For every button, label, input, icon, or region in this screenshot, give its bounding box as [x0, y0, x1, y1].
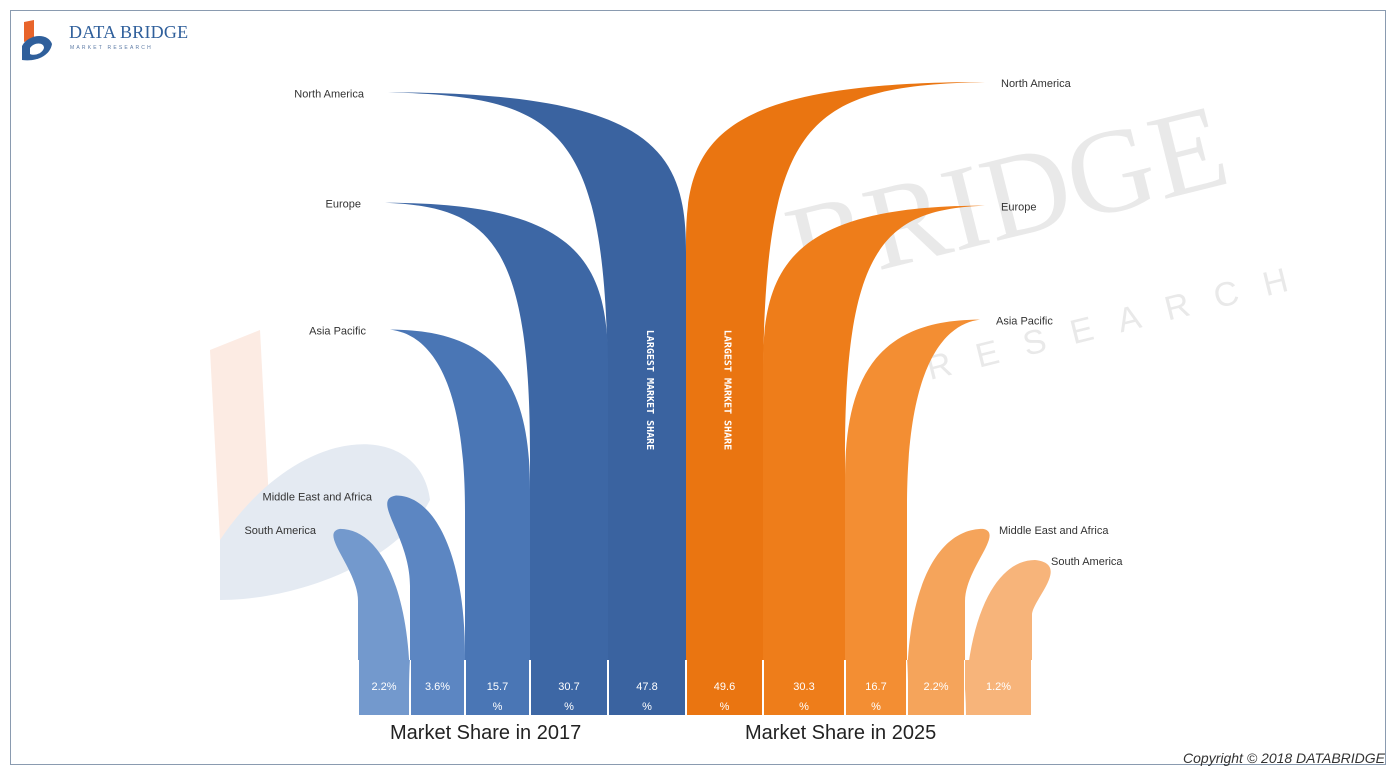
watermark-logo-curve [220, 444, 430, 600]
brand-logo: DATA BRIDGE MARKET RESEARCH [14, 16, 204, 66]
bar-2017-south-america [333, 528, 410, 689]
bar-annotation-2025: LARGEST MARKET SHARE [722, 330, 733, 450]
value-box-2025-middle-east-and-africa [908, 660, 964, 715]
bar-annotation-2017: LARGEST MARKET SHARE [644, 330, 655, 450]
category-label-2025-middle-east-and-africa: Middle East and Africa [999, 525, 1109, 537]
bar-2025-south-america [965, 560, 1051, 720]
bar-2017-north-america [388, 92, 686, 661]
brand-name: DATA BRIDGE [69, 22, 189, 42]
bar-2017-asia-pacific [390, 329, 530, 660]
bar-2025-europe [763, 205, 985, 660]
category-label-2025-north-america: North America [1001, 78, 1072, 90]
value-label-2025-north-america: 49.6% [714, 681, 735, 713]
value-label-2025-asia-pacific: 16.7% [865, 681, 886, 713]
category-label-2025-asia-pacific: Asia Pacific [996, 316, 1053, 328]
value-box-2025-south-america [966, 660, 1031, 715]
value-label-2025-middle-east-and-africa: 2.2% [923, 681, 948, 693]
category-label-2017-asia-pacific: Asia Pacific [309, 326, 366, 338]
value-box-2025-asia-pacific [846, 660, 906, 715]
value-box-2017-north-america [609, 660, 685, 715]
value-label-2017-north-america: 47.8% [636, 681, 657, 713]
bar-2025-north-america [686, 82, 985, 660]
value-label-2025-europe: 30.3% [793, 681, 814, 713]
caption-2017: Market Share in 2017 [390, 722, 582, 744]
value-box-2025-north-america [687, 660, 762, 715]
value-label-2025-south-america: 1.2% [986, 681, 1011, 693]
value-box-2017-south-america [359, 660, 409, 715]
value-box-2017-middle-east-and-africa [411, 660, 464, 715]
watermark-logo-shape [210, 330, 270, 540]
bar-2025-asia-pacific [845, 319, 980, 660]
brand-logo-icon [22, 20, 52, 61]
bar-2017-middle-east-and-africa [387, 495, 465, 660]
value-label-2017-europe: 30.7% [558, 681, 579, 713]
category-label-2017-south-america: South America [244, 525, 316, 537]
category-label-2025-south-america: South America [1051, 556, 1123, 568]
caption-2025: Market Share in 2025 [745, 722, 937, 744]
value-label-2017-south-america: 2.2% [371, 681, 396, 693]
bar-2017-europe [385, 202, 608, 660]
category-label-2017-middle-east-and-africa: Middle East and Africa [263, 492, 373, 504]
value-label-2017-asia-pacific: 15.7% [487, 681, 508, 713]
brand-tagline: MARKET RESEARCH [70, 45, 153, 51]
watermark-text-sub: RESEARCH [923, 255, 1317, 388]
copyright-text: Copyright © 2018 DATABRIDGE [1183, 750, 1385, 766]
value-box-2017-europe [531, 660, 607, 715]
bar-2025-middle-east-and-africa [907, 528, 990, 689]
value-box-2017-asia-pacific [466, 660, 529, 715]
value-box-2025-europe [764, 660, 844, 715]
category-label-2017-north-america: North America [294, 88, 365, 100]
category-label-2017-europe: Europe [326, 199, 361, 211]
category-label-2025-europe: Europe [1001, 202, 1036, 214]
value-label-2017-middle-east-and-africa: 3.6% [425, 681, 450, 693]
